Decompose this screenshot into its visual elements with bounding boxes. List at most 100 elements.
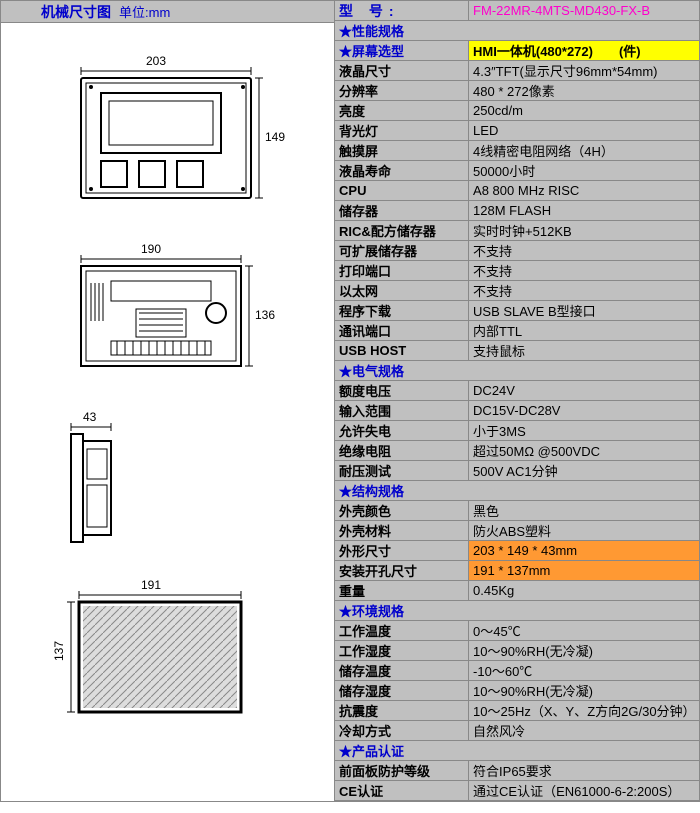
row-value: LED — [469, 121, 699, 140]
table-row: 背光灯LED — [335, 121, 699, 141]
row-value: 小于3MS — [469, 421, 699, 440]
row-value: 191 * 137mm — [469, 561, 699, 580]
table-row: RIC&配方储存器实时时钟+512KB — [335, 221, 699, 241]
left-unit: 单位:mm — [119, 2, 170, 21]
row-value: 10～25Hz（X、Y、Z方向2G/30分钟） — [469, 701, 699, 720]
row-value: 实时时钟+512KB — [469, 221, 699, 240]
row-value: 不支持 — [469, 281, 699, 300]
row-value: 50000小时 — [469, 161, 699, 180]
dim-back-w: 190 — [141, 242, 161, 256]
row-label: 外壳材料 — [335, 521, 469, 540]
table-row: 通讯端口内部TTL — [335, 321, 699, 341]
row-value: 10～90%RH(无冷凝) — [469, 641, 699, 660]
row-label: 耐压测试 — [335, 461, 469, 480]
row-label: 液晶尺寸 — [335, 61, 469, 80]
model-label: 型 号: — [335, 1, 469, 20]
row-model: 型 号: FM-22MR-4MTS-MD430-FX-B — [335, 1, 699, 21]
diagram-side: 43 — [31, 409, 304, 549]
diagram-back: 190 136 — [31, 241, 304, 381]
table-row: 液晶尺寸4.3″TFT(显示尺寸96mm*54mm) — [335, 61, 699, 81]
row-label: 亮度 — [335, 101, 469, 120]
row-value: 不支持 — [469, 261, 699, 280]
diagrams-area: 203 149 190 — [1, 23, 334, 775]
section-perf: ★性能规格 — [335, 21, 699, 41]
left-panel: 机械尺寸图 单位:mm 203 149 — [1, 1, 335, 801]
row-value: 500V AC1分钟 — [469, 461, 699, 480]
table-row: 储存湿度10～90%RH(无冷凝) — [335, 681, 699, 701]
table-row: 亮度250cd/m — [335, 101, 699, 121]
section-env: ★环境规格 — [335, 601, 699, 621]
row-label: 分辨率 — [335, 81, 469, 100]
table-row: CPUA8 800 MHz RISC — [335, 181, 699, 201]
row-value: 不支持 — [469, 241, 699, 260]
row-label: CPU — [335, 181, 469, 200]
row-label: 储存器 — [335, 201, 469, 220]
section-cert: ★产品认证 — [335, 741, 699, 761]
row-value: 黑色 — [469, 501, 699, 520]
table-row: CE认证通过CE认证（EN61000-6-2:200S） — [335, 781, 699, 801]
row-value: 203 * 149 * 43mm — [469, 541, 699, 560]
row-label: 外壳颜色 — [335, 501, 469, 520]
row-value: 通过CE认证（EN61000-6-2:200S） — [469, 781, 699, 800]
row-value: DC24V — [469, 381, 699, 400]
row-label: 通讯端口 — [335, 321, 469, 340]
row-label: 背光灯 — [335, 121, 469, 140]
table-row: 程序下载USB SLAVE B型接口 — [335, 301, 699, 321]
dim-side-w: 43 — [83, 410, 97, 424]
row-label: 储存湿度 — [335, 681, 469, 700]
table-row: 输入范围DC15V-DC28V — [335, 401, 699, 421]
table-row: 外壳颜色黑色 — [335, 501, 699, 521]
row-label: 绝缘电阻 — [335, 441, 469, 460]
row-label: 抗震度 — [335, 701, 469, 720]
dim-front-w: 203 — [146, 54, 166, 68]
row-value: 支持鼠标 — [469, 341, 699, 360]
row-label: 液晶寿命 — [335, 161, 469, 180]
row-value: 内部TTL — [469, 321, 699, 340]
row-value: 4线精密电阻网络（4H） — [469, 141, 699, 160]
table-row: 抗震度10～25Hz（X、Y、Z方向2G/30分钟） — [335, 701, 699, 721]
left-title: 机械尺寸图 — [41, 2, 111, 22]
dim-front-h: 149 — [265, 130, 285, 144]
row-label: USB HOST — [335, 341, 469, 360]
row-value: 250cd/m — [469, 101, 699, 120]
row-label: 输入范围 — [335, 401, 469, 420]
row-label: 工作湿度 — [335, 641, 469, 660]
table-row: 耐压测试500V AC1分钟 — [335, 461, 699, 481]
table-row: 储存温度-10～60℃ — [335, 661, 699, 681]
row-label: 储存温度 — [335, 661, 469, 680]
dim-back-h: 136 — [255, 308, 275, 322]
table-row: 打印端口不支持 — [335, 261, 699, 281]
row-label: 安装开孔尺寸 — [335, 561, 469, 580]
row-label: CE认证 — [335, 781, 469, 800]
row-label: 外形尺寸 — [335, 541, 469, 560]
page-container: 机械尺寸图 单位:mm 203 149 — [0, 0, 700, 802]
row-value: 4.3″TFT(显示尺寸96mm*54mm) — [469, 61, 699, 80]
row-value: 0～45℃ — [469, 621, 699, 640]
row-value: 超过50MΩ @500VDC — [469, 441, 699, 460]
spec-table: 型 号: FM-22MR-4MTS-MD430-FX-B ★性能规格 ★屏幕选型… — [335, 1, 699, 801]
table-row: 工作湿度10～90%RH(无冷凝) — [335, 641, 699, 661]
row-label: 程序下载 — [335, 301, 469, 320]
model-value: FM-22MR-4MTS-MD430-FX-B — [469, 1, 699, 20]
diagram-front: 203 149 — [31, 53, 304, 213]
row-value: -10～60℃ — [469, 661, 699, 680]
table-row: 额度电压DC24V — [335, 381, 699, 401]
row-value: 符合IP65要求 — [469, 761, 699, 780]
table-row: 以太网不支持 — [335, 281, 699, 301]
row-value: A8 800 MHz RISC — [469, 181, 699, 200]
table-row: 前面板防护等级符合IP65要求 — [335, 761, 699, 781]
table-row: 可扩展储存器不支持 — [335, 241, 699, 261]
row-label: 冷却方式 — [335, 721, 469, 740]
dim-cut-w: 191 — [141, 578, 161, 592]
row-value: 10～90%RH(无冷凝) — [469, 681, 699, 700]
row-label: 以太网 — [335, 281, 469, 300]
row-value: 防火ABS塑料 — [469, 521, 699, 540]
table-row: 外壳材料防火ABS塑料 — [335, 521, 699, 541]
row-value: DC15V-DC28V — [469, 401, 699, 420]
row-value: 480 * 272像素 — [469, 81, 699, 100]
table-row: 外形尺寸203 * 149 * 43mm — [335, 541, 699, 561]
table-row: 分辨率480 * 272像素 — [335, 81, 699, 101]
table-row: 触摸屏4线精密电阻网络（4H） — [335, 141, 699, 161]
row-label: 打印端口 — [335, 261, 469, 280]
row-label: 允许失电 — [335, 421, 469, 440]
